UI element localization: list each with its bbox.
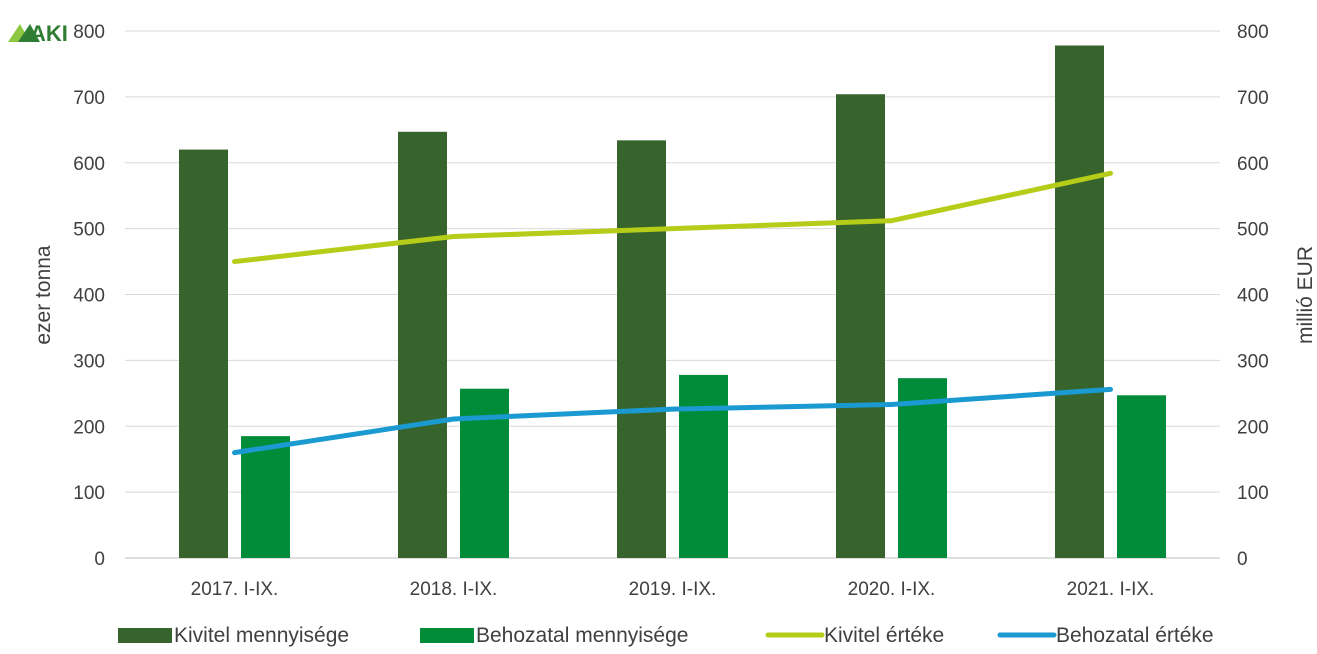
bar <box>898 378 947 558</box>
y-axis-title-right: millió EUR <box>1294 246 1317 344</box>
logo-mark-shape <box>18 24 40 42</box>
axes: ezer tonna millió EUR 0 100 200 300 400 500 60… <box>32 22 1317 600</box>
y-tick-label-right: 800 <box>1237 22 1269 43</box>
bar <box>398 131 447 558</box>
y-tick-label-right: 600 <box>1237 154 1269 175</box>
y-tick-label-right: 300 <box>1237 351 1269 372</box>
y-tick-label-left: 600 <box>73 154 105 175</box>
legend-label: Kivitel értéke <box>824 624 944 647</box>
y-tick-label-right: 400 <box>1237 286 1269 307</box>
x-tick-label: 2021. I-IX. <box>1067 579 1155 600</box>
logo-text: AKI <box>30 21 68 46</box>
bar <box>241 436 290 558</box>
legend-label: Kivitel mennyisége <box>174 624 349 647</box>
legend-label: Behozatal mennyisége <box>476 624 688 647</box>
y-tick-label-right: 100 <box>1237 483 1269 504</box>
x-tick-label: 2019. I-IX. <box>629 579 717 600</box>
y-tick-label-right: 700 <box>1237 88 1269 109</box>
bar <box>679 374 728 558</box>
series-line <box>232 170 1113 265</box>
y-tick-label-left: 100 <box>73 483 105 504</box>
lines <box>232 170 1113 456</box>
aki-logo: AKI <box>8 21 68 46</box>
y-tick-label-left: 0 <box>94 549 105 570</box>
y-tick-label-left: 200 <box>73 417 105 438</box>
y-axis-title-left: ezer tonna <box>32 245 55 345</box>
y-tick-label-right: 500 <box>1237 220 1269 241</box>
y-tick-label-right: 200 <box>1237 417 1269 438</box>
y-tick-label-right: 0 <box>1237 549 1248 570</box>
legend: Kivitel mennyisége Behozatal mennyisége Ki… <box>118 624 1214 647</box>
bar <box>836 94 885 559</box>
legend-label: Behozatal értéke <box>1056 624 1214 647</box>
x-tick-label: 2020. I-IX. <box>848 579 936 600</box>
bar <box>617 140 666 559</box>
y-tick-label-left: 500 <box>73 220 105 241</box>
x-tick-label: 2017. I-IX. <box>191 579 279 600</box>
bar <box>460 388 509 558</box>
y-tick-label-left: 700 <box>73 88 105 109</box>
y-tick-label-left: 300 <box>73 351 105 372</box>
series-line <box>232 386 1113 456</box>
bar <box>1117 395 1166 558</box>
gridlines <box>125 30 1220 559</box>
bar <box>1055 45 1104 559</box>
bars <box>179 45 1166 559</box>
x-tick-label: 2018. I-IX. <box>410 579 498 600</box>
legend-swatch <box>420 628 474 643</box>
y-tick-label-left: 800 <box>73 22 105 43</box>
bar <box>179 149 228 558</box>
y-tick-label-left: 400 <box>73 286 105 307</box>
legend-swatch <box>118 628 172 643</box>
